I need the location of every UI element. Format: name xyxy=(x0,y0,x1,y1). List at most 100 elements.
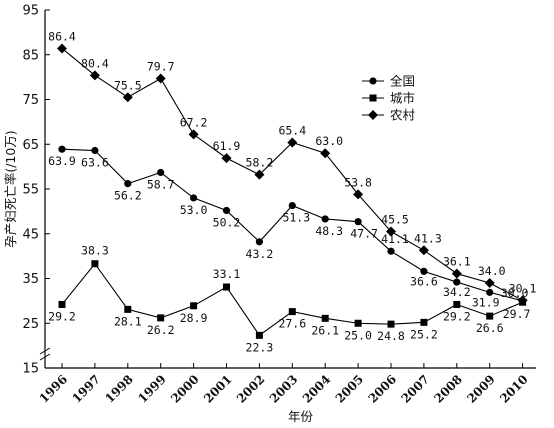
x-axis-ticks: 1996 1997 1998 1999 2000 2001 2002 2003 2004 2005… xyxy=(37,363,531,406)
data-label: 36.6 xyxy=(410,274,438,288)
data-point xyxy=(190,194,198,202)
data-point xyxy=(254,169,265,180)
x-tick-label: 2002 xyxy=(234,372,268,406)
data-point xyxy=(222,206,231,215)
data-label: 34.2 xyxy=(443,285,471,299)
data-point xyxy=(91,146,99,155)
y-tick-label: 45 xyxy=(22,227,39,242)
y-tick-label: 35 xyxy=(22,272,39,287)
y-tick-label: 15 xyxy=(22,362,39,377)
data-point xyxy=(453,300,461,308)
data-label: 58.7 xyxy=(147,177,175,191)
x-tick-label: 2001 xyxy=(201,372,235,406)
x-tick-label: 2006 xyxy=(366,372,400,406)
data-label: 33.1 xyxy=(213,267,241,281)
y-axis-label: 孕产妇死亡率(/10万) xyxy=(3,130,18,247)
data-label: 27.6 xyxy=(278,317,306,331)
data-label: 36.1 xyxy=(443,255,471,269)
data-point xyxy=(188,129,199,140)
x-tick-label: 1998 xyxy=(102,372,136,406)
data-label: 29.2 xyxy=(443,309,471,323)
data-label: 63.9 xyxy=(48,154,76,168)
y-axis-ticks: 15 25 35 45 55 65 75 85 95 xyxy=(22,4,50,377)
data-label: 79.7 xyxy=(147,59,175,73)
x-tick-label: 1996 xyxy=(37,372,71,406)
y-tick-label: 75 xyxy=(22,93,39,108)
data-point xyxy=(287,137,298,148)
data-label: 25.2 xyxy=(410,327,438,341)
data-label: 53.0 xyxy=(180,203,208,217)
x-tick-label: 2003 xyxy=(267,372,301,406)
data-point xyxy=(451,268,462,279)
data-label: 65.4 xyxy=(278,123,306,137)
series-group xyxy=(57,43,528,339)
data-label: 30.1 xyxy=(509,281,537,295)
data-label: 63.6 xyxy=(81,156,109,170)
data-point xyxy=(91,260,99,268)
data-point xyxy=(190,302,198,310)
data-label: 26.1 xyxy=(311,323,339,337)
data-label: 38.3 xyxy=(81,244,109,258)
data-label: 29.2 xyxy=(48,309,76,323)
data-point xyxy=(155,73,166,84)
data-label: 34.0 xyxy=(478,264,506,278)
y-tick-label: 25 xyxy=(22,317,39,332)
data-label: 22.3 xyxy=(246,340,274,354)
data-label: 43.2 xyxy=(246,247,274,261)
data-point xyxy=(486,312,494,320)
data-point xyxy=(288,201,296,210)
data-label: 53.8 xyxy=(344,175,372,189)
y-tick-label: 95 xyxy=(22,4,39,19)
legend-label: 城市 xyxy=(390,91,415,106)
data-label: 24.8 xyxy=(377,329,405,343)
y-tick-label: 65 xyxy=(22,138,39,153)
axis-break-mark xyxy=(39,347,51,361)
data-point xyxy=(58,300,66,308)
data-point xyxy=(124,305,132,313)
x-tick-label: 2005 xyxy=(333,372,367,406)
x-tick-label: 2008 xyxy=(431,372,465,406)
y-tick-label: 85 xyxy=(22,48,39,63)
data-point xyxy=(321,314,329,322)
data-point xyxy=(255,238,263,246)
legend-marker xyxy=(368,110,378,120)
data-label: 31.9 xyxy=(472,295,500,309)
data-label: 45.5 xyxy=(381,213,409,227)
data-label: 30.0 xyxy=(501,286,529,300)
data-label: 58.2 xyxy=(246,156,274,170)
data-label: 51.3 xyxy=(282,211,310,225)
data-point xyxy=(223,283,230,291)
data-point xyxy=(418,245,429,256)
data-point xyxy=(420,318,428,326)
data-point xyxy=(321,215,329,223)
data-label: 80.4 xyxy=(81,56,109,70)
data-point xyxy=(387,320,395,328)
data-point xyxy=(124,180,132,188)
data-point xyxy=(320,148,331,159)
data-point xyxy=(353,189,364,200)
data-label: 41.3 xyxy=(414,231,442,245)
data-point xyxy=(122,92,133,103)
x-tick-label: 1999 xyxy=(135,372,169,406)
data-point xyxy=(387,247,395,255)
legend-marker xyxy=(369,77,377,85)
data-point xyxy=(486,288,494,296)
data-point xyxy=(157,314,165,322)
legend-label: 农村 xyxy=(390,108,416,123)
data-label: 29.7 xyxy=(503,307,531,321)
data-point xyxy=(157,168,165,177)
data-label: 26.6 xyxy=(476,321,504,335)
data-point xyxy=(221,153,232,164)
data-label: 75.5 xyxy=(114,78,142,92)
data-point xyxy=(420,267,428,275)
x-tick-label: 2009 xyxy=(464,372,498,406)
data-label: 48.3 xyxy=(315,224,343,238)
data-label: 56.2 xyxy=(114,189,142,203)
x-tick-label: 1997 xyxy=(70,372,104,406)
data-point xyxy=(453,278,461,286)
data-point xyxy=(484,277,495,288)
data-label: 63.0 xyxy=(315,134,343,148)
data-point xyxy=(354,319,362,327)
data-point xyxy=(255,331,263,339)
